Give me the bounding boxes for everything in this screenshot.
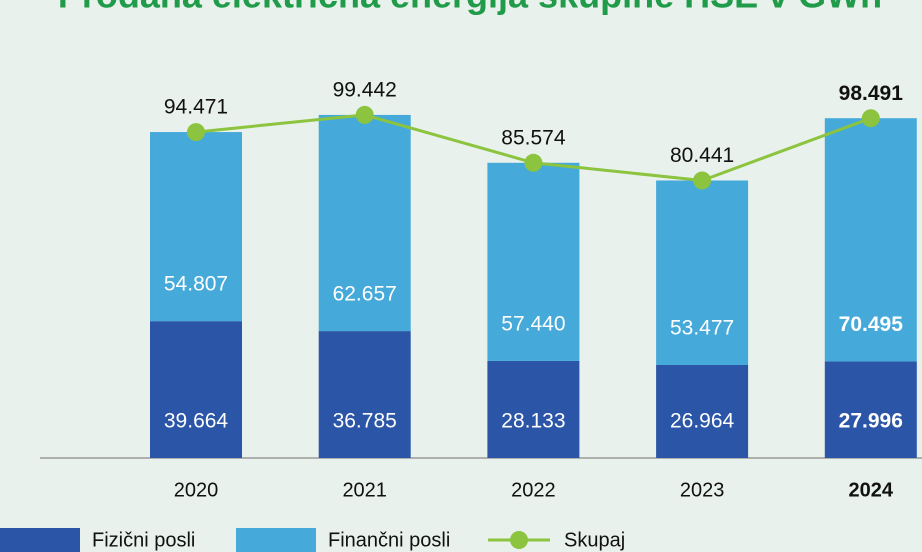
bar-segment <box>656 364 749 458</box>
legend-label: Fizični posli <box>92 529 195 551</box>
x-tick-label: 2024 <box>849 479 894 501</box>
value-label: 62.657 <box>333 283 397 306</box>
value-label: 57.440 <box>501 312 565 335</box>
legend-marker <box>510 531 528 549</box>
value-label: 53.477 <box>670 317 734 340</box>
value-label: 27.996 <box>839 410 903 433</box>
bar-segment <box>487 162 580 361</box>
value-label: 70.495 <box>839 313 904 336</box>
total-marker <box>861 109 880 128</box>
total-label: 80.441 <box>670 144 734 167</box>
total-label: 85.574 <box>501 126 566 149</box>
bar-segment <box>824 361 917 458</box>
bar-segment <box>150 132 242 322</box>
legend-label: Skupaj <box>564 529 625 551</box>
legend-swatch <box>236 528 316 552</box>
chart-title: Prodana električna energija skupine HSE … <box>58 0 882 16</box>
bar-segment <box>824 118 917 362</box>
x-tick-label: 2021 <box>342 479 387 501</box>
value-label: 54.807 <box>164 273 228 296</box>
value-label: 36.785 <box>333 410 397 433</box>
bar-segment <box>150 321 242 458</box>
total-marker <box>355 105 374 124</box>
bar-segment <box>318 331 411 458</box>
x-tick-label: 2020 <box>174 479 219 501</box>
total-label: 94.471 <box>164 96 228 119</box>
legend-swatch <box>0 528 80 552</box>
total-marker <box>524 153 543 172</box>
total-marker <box>693 171 712 190</box>
value-label: 26.964 <box>670 410 735 433</box>
bar-segment <box>656 180 749 365</box>
bar-segment <box>487 360 580 458</box>
legend-label: Finančni posli <box>328 529 450 551</box>
total-label: 98.491 <box>839 82 904 105</box>
total-label: 99.442 <box>333 78 397 101</box>
bar-segment <box>318 114 411 332</box>
x-tick-label: 2022 <box>511 479 556 501</box>
value-label: 28.133 <box>501 410 565 433</box>
total-marker <box>187 123 205 142</box>
value-label: 39.664 <box>164 410 229 433</box>
x-tick-label: 2023 <box>680 479 725 501</box>
